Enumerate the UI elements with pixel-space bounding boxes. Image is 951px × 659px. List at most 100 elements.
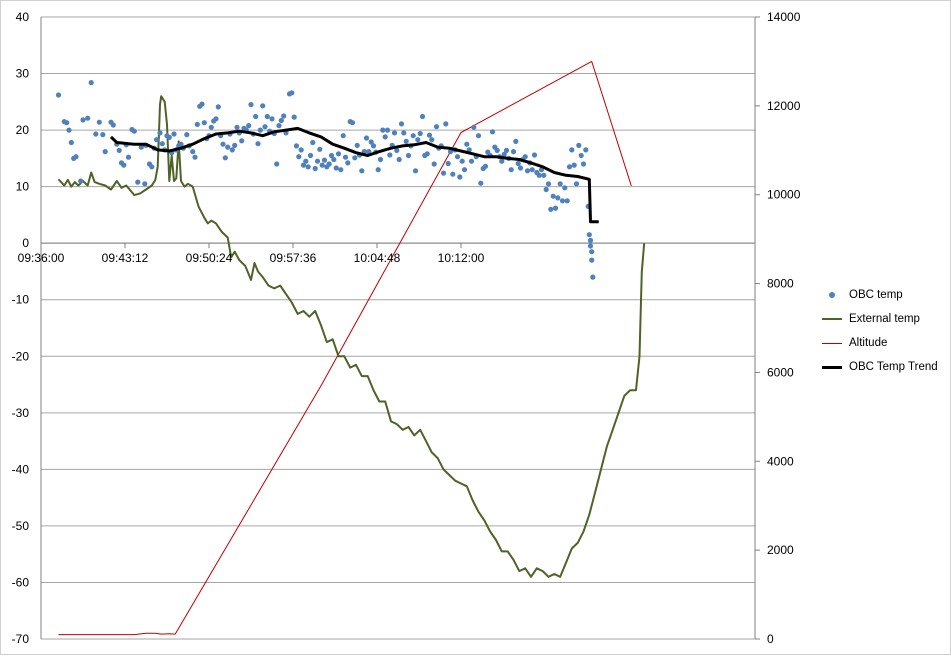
obc-temp-point-165 bbox=[468, 158, 475, 164]
obc-temp-point-217 bbox=[587, 237, 594, 243]
obc-temp-point-94 bbox=[303, 158, 309, 164]
obc-temp-point-105 bbox=[328, 152, 335, 159]
obc-temp-point-80 bbox=[269, 116, 275, 122]
grid-layer bbox=[41, 16, 755, 640]
obc-temp-point-133 bbox=[394, 147, 400, 153]
obc-temp-point-99 bbox=[314, 158, 321, 164]
external-temp-layer bbox=[57, 95, 646, 578]
obc-temp-point-155 bbox=[445, 160, 451, 167]
y-left-tick-label: 30 bbox=[16, 67, 30, 81]
obc-temp-point-136 bbox=[401, 130, 407, 136]
y-left-tick-label: -20 bbox=[12, 349, 30, 363]
obc-temp-point-106 bbox=[331, 156, 337, 163]
obc-temp-point-10 bbox=[88, 80, 94, 86]
obc-temp-point-206 bbox=[564, 198, 570, 204]
y-left-tick-label: 20 bbox=[16, 123, 30, 137]
obc-temp-point-108 bbox=[335, 151, 342, 157]
obc-temp-point-33 bbox=[157, 130, 163, 136]
obc-temp-point-64 bbox=[232, 142, 238, 148]
obc-temp-point-200 bbox=[550, 193, 556, 199]
obc-temp-point-189 bbox=[524, 168, 531, 174]
legend-marker-altitude bbox=[821, 337, 843, 349]
obc-temp-point-102 bbox=[321, 157, 328, 163]
obc-temp-point-123 bbox=[370, 143, 377, 149]
obc-temp-point-150 bbox=[433, 124, 440, 130]
obc-temp-point-157 bbox=[450, 171, 456, 177]
obc-temp-point-218 bbox=[587, 243, 594, 249]
y-right-tick-label: 4000 bbox=[767, 454, 794, 468]
obc-temp-point-121 bbox=[366, 149, 372, 155]
obc-temp-point-210 bbox=[573, 181, 580, 187]
obc-temp-point-44 bbox=[184, 132, 190, 138]
obc-temp-point-51 bbox=[201, 120, 207, 126]
obc-temp-point-116 bbox=[354, 142, 360, 148]
obc-temp-point-147 bbox=[426, 132, 433, 138]
obc-temp-point-90 bbox=[293, 143, 300, 149]
obc-temp-point-85 bbox=[281, 113, 287, 119]
obc-temp-point-202 bbox=[555, 195, 561, 201]
obc-temp-point-30 bbox=[149, 164, 155, 170]
obc-temp-point-182 bbox=[508, 167, 514, 173]
legend: OBC temp External temp Altitude OBC Temp… bbox=[821, 283, 949, 379]
obc-temp-point-125 bbox=[375, 167, 381, 173]
obc-temp-point-74 bbox=[255, 141, 261, 147]
obc-temp-point-209 bbox=[571, 162, 577, 168]
obc-temp-point-75 bbox=[257, 127, 263, 133]
obc-temp-point-166 bbox=[471, 124, 477, 130]
obc-temp-point-132 bbox=[391, 130, 398, 136]
obc-temp-point-174 bbox=[489, 129, 496, 135]
altitude-layer bbox=[58, 60, 632, 636]
y-left-tick-label: 0 bbox=[22, 236, 29, 250]
obc-temp-point-194 bbox=[536, 172, 542, 178]
obc-temp-point-3 bbox=[66, 127, 72, 133]
x-tick-label: 10:04:48 bbox=[354, 251, 401, 265]
obc-temp-point-114 bbox=[349, 120, 356, 126]
obc-temp-point-57 bbox=[215, 104, 221, 110]
obc-temp-point-37 bbox=[166, 134, 172, 140]
obc-temp-point-127 bbox=[380, 127, 386, 133]
obc-temp-point-70 bbox=[246, 123, 252, 129]
obc-temp-point-120 bbox=[363, 135, 370, 141]
obc-temp-point-204 bbox=[559, 198, 566, 204]
y-left-tick-label: -30 bbox=[12, 406, 30, 420]
obc-temp-point-115 bbox=[352, 155, 358, 161]
obc-temp-point-199 bbox=[548, 206, 554, 212]
obc-temp-point-32 bbox=[153, 137, 160, 143]
obc-temp-point-77 bbox=[262, 124, 268, 130]
x-tick-label: 09:57:36 bbox=[270, 251, 317, 265]
obc-temp-point-54 bbox=[208, 124, 214, 130]
obc-temp-point-163 bbox=[464, 141, 470, 147]
external-temp-line bbox=[57, 95, 646, 578]
obc-temp-point-48 bbox=[194, 121, 200, 127]
y-right-tick-label: 2000 bbox=[767, 543, 794, 557]
obc-temp-point-153 bbox=[440, 170, 447, 176]
obc-temp-point-6 bbox=[73, 154, 79, 160]
obc-temp-point-67 bbox=[239, 138, 245, 144]
obc-temp-point-61 bbox=[225, 144, 231, 150]
obc-temp-point-184 bbox=[513, 138, 519, 144]
obc-temp-point-22 bbox=[125, 154, 132, 160]
obc-temp-point-212 bbox=[578, 152, 584, 159]
obc-temp-point-149 bbox=[431, 161, 437, 167]
obc-temp-point-196 bbox=[541, 172, 547, 178]
obc-temp-point-118 bbox=[359, 168, 365, 174]
obc-temp-point-111 bbox=[342, 154, 349, 160]
obc-temp-point-168 bbox=[475, 133, 482, 139]
obc-temp-point-98 bbox=[312, 165, 318, 172]
obc-temp-point-219 bbox=[589, 249, 595, 255]
obc-temp-point-65 bbox=[234, 124, 240, 130]
obc-temp-point-146 bbox=[424, 151, 430, 157]
y-right-tick-label: 12000 bbox=[767, 99, 801, 113]
obc-temp-point-16 bbox=[110, 122, 116, 128]
obc-temp-point-89 bbox=[291, 114, 297, 120]
obc-temp-point-83 bbox=[276, 123, 282, 129]
x-tick-label: 09:36:00 bbox=[18, 251, 65, 265]
obc-temp-point-130 bbox=[387, 152, 393, 158]
legend-item-obc-temp: OBC temp bbox=[821, 283, 949, 307]
x-tick-label: 09:50:24 bbox=[186, 251, 233, 265]
obc-temp-point-143 bbox=[417, 130, 423, 137]
legend-item-external-temp: External temp bbox=[821, 307, 949, 331]
y-left-tick-label: -10 bbox=[12, 293, 30, 307]
obc-temp-point-82 bbox=[274, 161, 280, 167]
